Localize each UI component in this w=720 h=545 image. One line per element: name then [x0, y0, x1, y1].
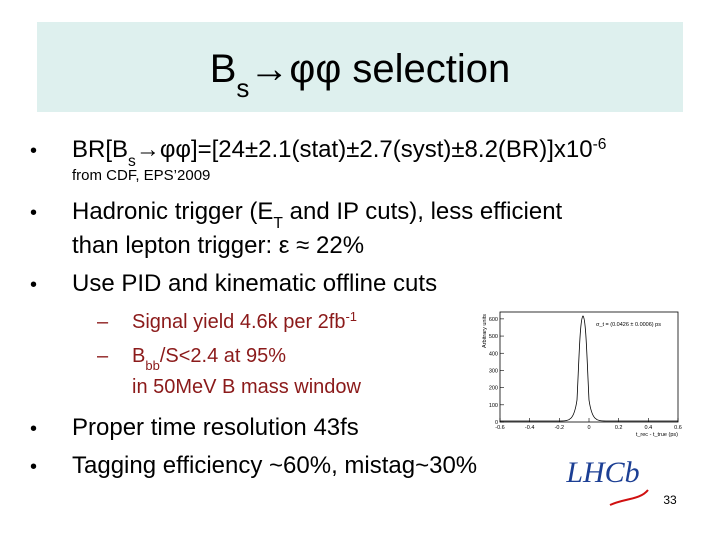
annotation: σ_t = (0.0426 ± 0.0006) ps: [596, 322, 661, 328]
x-tick-label: 0.6: [674, 425, 682, 431]
y-tick-label: 0: [495, 420, 498, 426]
bullet-text: Proper time resolution 43fs: [72, 414, 359, 441]
text-run: than lepton trigger: ε ≈ 22%: [72, 232, 364, 259]
x-axis-label: t_rec - t_true (ps): [636, 432, 678, 438]
y-tick-label: 100: [489, 403, 498, 409]
logo-text: LHCb: [565, 456, 639, 489]
text-run: Use PID and kinematic offline cuts: [72, 270, 437, 297]
text-run: →φφ]=[24±2.1(stat)±2.7(syst)±8.2(BR)]x10: [136, 136, 593, 163]
text-run: Proper time resolution 43fs: [72, 414, 359, 441]
title-box: [37, 22, 683, 112]
bullet-text: Tagging efficiency ~60%, mistag~30%: [72, 452, 477, 479]
sub-bullet-text: Signal yield 4.6k per 2fb-1: [132, 309, 357, 334]
logo-bg: [556, 455, 650, 519]
bullet-text: BR[Bs→φφ]=[24±2.1(stat)±2.7(syst)±8.2(BR…: [72, 136, 606, 170]
y-tick-label: 200: [489, 386, 498, 392]
text-run: s: [128, 153, 136, 170]
x-tick-label: 0: [587, 425, 590, 431]
y-tick-label: 400: [489, 351, 498, 357]
text-run: bb: [145, 358, 159, 373]
bullet-text: Use PID and kinematic offline cuts: [72, 270, 437, 297]
text-run: and IP cuts), less efficient: [283, 198, 563, 225]
inset-plot: -0.6 -0.4 -0.2 0 0.2 0.4 0.6 0 100 200 300 400 500 60…: [482, 311, 682, 438]
text-run: -6: [593, 136, 607, 153]
text-run: BR[B: [72, 136, 128, 163]
bullet-mark: •: [30, 140, 37, 162]
text-run: Signal yield 4.6k per 2fb: [132, 311, 345, 333]
sub-bullet-text: Bbb/S<2.4 at 95%: [132, 345, 286, 373]
text-run: s: [236, 73, 249, 103]
bullet-mark: •: [30, 274, 37, 296]
text-run: /S<2.4 at 95%: [160, 345, 286, 367]
sub-bullet-mark: –: [97, 345, 109, 367]
text-run: Tagging efficiency ~60%, mistag~30%: [72, 452, 477, 479]
x-tick-label: 0.4: [645, 425, 653, 431]
plot-frame: [499, 311, 679, 423]
note: from CDF, EPS’2009: [72, 167, 210, 184]
text-run: B: [210, 47, 237, 91]
bullet-mark: •: [30, 202, 37, 224]
text-run: T: [273, 215, 283, 232]
gaussian-curve: [500, 315, 678, 422]
text-run: B: [132, 345, 145, 367]
text-run: -1: [345, 309, 357, 324]
x-tick-label: -0.2: [555, 425, 564, 431]
bullet-text: than lepton trigger: ε ≈ 22%: [72, 232, 364, 259]
x-tick-label: 0.2: [615, 425, 623, 431]
bullet-text: Hadronic trigger (ET and IP cuts), less …: [72, 198, 563, 232]
page-number: 33: [663, 493, 677, 507]
x-tick-label: -0.6: [495, 425, 504, 431]
logo-swoosh: [609, 489, 649, 506]
y-axis-label: Arbitrary units: [482, 314, 488, 348]
y-tick-label: 300: [489, 368, 498, 374]
bullet-mark: •: [30, 456, 37, 478]
sub-bullet-text: in 50MeV B mass window: [132, 376, 362, 398]
text-run: in 50MeV B mass window: [132, 376, 362, 398]
y-tick-label: 500: [489, 334, 498, 340]
y-tick-label: 600: [489, 317, 498, 323]
logo: LHCb: [556, 455, 650, 519]
text-run: Hadronic trigger (E: [72, 198, 273, 225]
slide-title: Bs→φφ selection: [210, 47, 511, 103]
x-tick-label: -0.4: [525, 425, 534, 431]
text-run: →φφ selection: [249, 47, 510, 91]
sub-bullet-mark: –: [97, 311, 109, 333]
bullet-mark: •: [30, 418, 37, 440]
